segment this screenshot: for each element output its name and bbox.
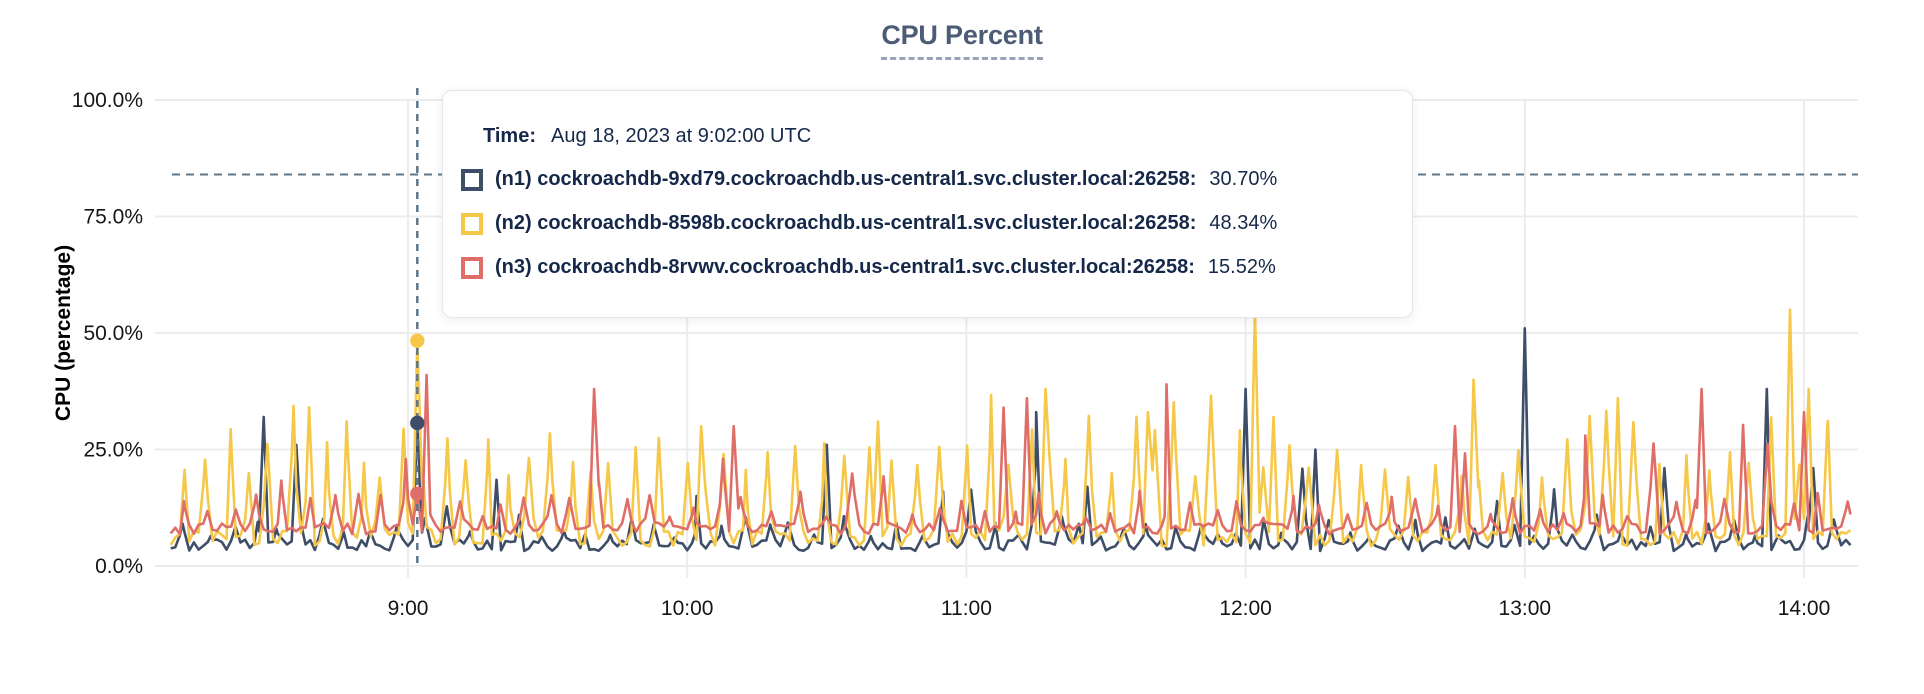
x-tick-label: 14:00 [1778,597,1831,620]
series-value-n3: 15.52% [1207,256,1276,278]
x-tick-label: 12:00 [1219,597,1272,620]
y-tick-label: 0.0% [95,555,143,578]
tooltip-series-row-n1: (n1) cockroachdb-9xd79.cockroachdb.us-ce… [461,168,1392,191]
series-line-n3 [169,373,1852,536]
x-tick-label: 10:00 [661,597,714,620]
series-value-n2: 48.34% [1209,212,1278,234]
hover-dot-n3 [410,486,425,501]
hover-dot-n2 [410,333,425,348]
hover-dot-n1 [410,415,425,431]
series-label-n1: (n1) cockroachdb-9xd79.cockroachdb.us-ce… [495,168,1197,190]
chart-title: CPU Percent [881,20,1043,60]
series-swatch-n2 [461,212,483,235]
hover-tooltip: Time: Aug 18, 2023 at 9:02:00 UTC (n1) c… [442,90,1413,318]
x-tick-label: 11:00 [941,597,992,620]
series-swatch-n1 [461,168,483,191]
y-tick-label: 100.0% [72,89,143,112]
tooltip-time-label: Time: [483,125,536,147]
series-swatch-n3 [461,256,483,279]
y-tick-label: 50.0% [83,322,143,345]
x-tick-label: 13:00 [1499,597,1552,620]
y-tick-label: 75.0% [83,206,143,229]
series-label-n2: (n2) cockroachdb-8598b.cockroachdb.us-ce… [495,212,1197,234]
tooltip-series-row-n2: (n2) cockroachdb-8598b.cockroachdb.us-ce… [461,212,1392,235]
tooltip-time-value: Aug 18, 2023 at 9:02:00 UTC [550,125,812,147]
tooltip-series-row-n3: (n3) cockroachdb-8rvwv.cockroachdb.us-ce… [461,256,1392,279]
x-tick-label: 9:00 [388,597,429,620]
y-tick-label: 25.0% [83,439,143,462]
series-line-n2 [169,308,1852,548]
tooltip-time-row: Time: Aug 18, 2023 at 9:02:00 UTC [483,125,1392,148]
series-label-n3: (n3) cockroachdb-8rvwv.cockroachdb.us-ce… [495,256,1195,278]
chart-header: CPU Percent [0,20,1924,60]
series-line-n1 [170,326,1852,553]
series-value-n1: 30.70% [1209,168,1278,190]
